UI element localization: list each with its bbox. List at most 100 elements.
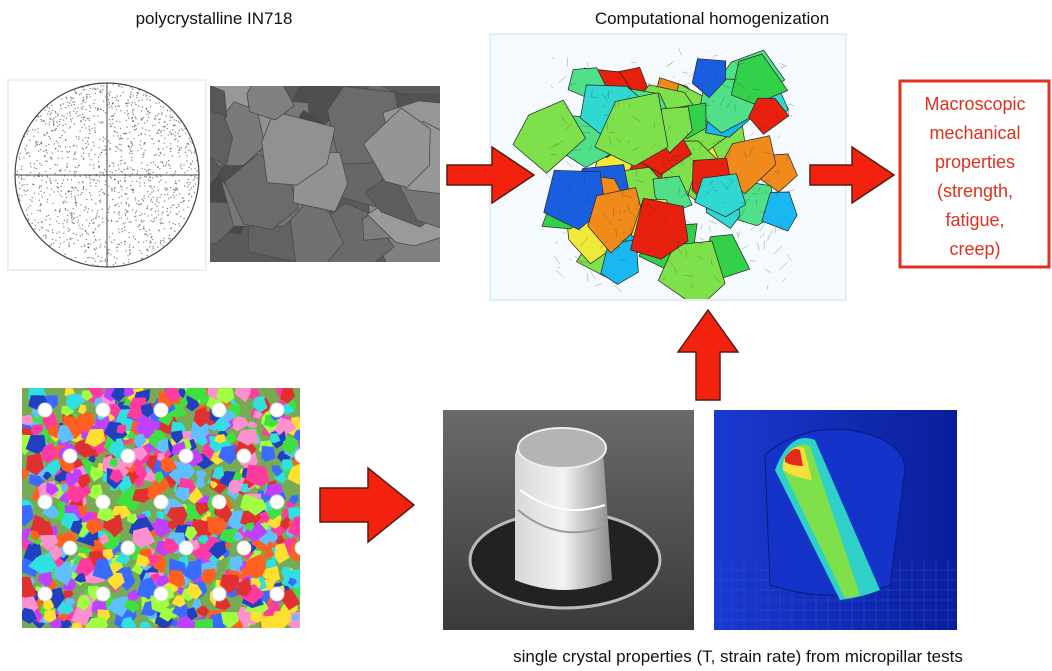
pole-dot <box>161 135 162 136</box>
pole-dot <box>49 121 50 122</box>
pole-dot <box>172 116 173 117</box>
pole-dot <box>158 102 159 103</box>
pole-dot <box>85 261 86 262</box>
pole-dot <box>65 193 66 194</box>
pole-dot <box>141 133 142 134</box>
pole-dot <box>146 114 147 115</box>
pole-dot <box>121 138 122 139</box>
pole-dot <box>159 141 160 142</box>
pole-dot <box>85 231 86 232</box>
pole-dot <box>105 112 106 113</box>
pole-dot <box>73 145 74 146</box>
pole-dot <box>118 183 119 184</box>
pole-dot <box>173 223 174 224</box>
pole-dot <box>141 119 142 120</box>
pole-dot <box>165 165 166 166</box>
pole-dot <box>86 199 87 200</box>
pole-dot <box>141 118 142 119</box>
pole-dot <box>66 98 67 99</box>
pole-dot <box>53 124 54 125</box>
pole-dot <box>170 197 171 198</box>
pole-dot <box>172 205 173 206</box>
pole-dot <box>149 135 150 136</box>
pole-dot <box>83 89 84 90</box>
pole-dot <box>177 133 178 134</box>
pole-dot <box>100 90 101 91</box>
pole-dot <box>100 154 101 155</box>
pole-dot <box>61 186 62 187</box>
pole-dot <box>183 164 184 165</box>
pole-dot <box>55 149 56 150</box>
pole-dot <box>134 102 135 103</box>
pole-dot <box>170 238 171 239</box>
pole-dot <box>188 200 189 201</box>
pole-dot <box>155 164 156 165</box>
result-line: mechanical <box>929 123 1020 143</box>
pole-dot <box>64 169 65 170</box>
pole-dot <box>69 171 70 172</box>
pole-dot <box>142 127 143 128</box>
pole-dot <box>65 140 66 141</box>
pole-dot <box>167 208 168 209</box>
pole-dot <box>145 93 146 94</box>
pole-dot <box>54 129 55 130</box>
indent <box>237 541 251 555</box>
pole-dot <box>105 259 106 260</box>
pole-dot <box>118 206 119 207</box>
pole-dot <box>146 240 147 241</box>
pole-dot <box>130 252 131 253</box>
pole-dot <box>132 111 133 112</box>
pole-dot <box>156 133 157 134</box>
pole-dot <box>123 133 124 134</box>
indent <box>295 541 309 555</box>
pole-dot <box>151 236 152 237</box>
pole-dot <box>66 221 67 222</box>
pole-dot <box>72 102 73 103</box>
pole-dot <box>69 113 70 114</box>
pole-dot <box>36 160 37 161</box>
pole-dot <box>133 95 134 96</box>
pole-dot <box>160 243 161 244</box>
pole-dot <box>77 116 78 117</box>
pole-dot <box>155 204 156 205</box>
pole-dot <box>149 186 150 187</box>
pole-dot <box>83 244 84 245</box>
pole-dot <box>104 193 105 194</box>
pole-dot <box>143 198 144 199</box>
pole-dot <box>62 115 63 116</box>
pole-dot <box>124 169 125 170</box>
pole-dot <box>90 243 91 244</box>
pole-dot <box>162 245 163 246</box>
pole-dot <box>176 120 177 121</box>
pole-dot <box>71 212 72 213</box>
pole-dot <box>51 244 52 245</box>
pole-dot <box>46 229 47 230</box>
pole-dot <box>68 191 69 192</box>
pole-dot <box>184 172 185 173</box>
pole-dot <box>60 119 61 120</box>
pole-dot <box>184 200 185 201</box>
pole-dot <box>125 222 126 223</box>
pole-dot <box>108 99 109 100</box>
pole-dot <box>69 151 70 152</box>
pole-dot <box>86 109 87 110</box>
pole-dot <box>127 198 128 199</box>
pole-dot <box>60 105 61 106</box>
pole-dot <box>49 178 50 179</box>
pole-dot <box>87 118 88 119</box>
pole-dot <box>159 197 160 198</box>
pole-dot <box>51 112 52 113</box>
pole-dot <box>151 214 152 215</box>
pole-dot <box>58 223 59 224</box>
pole-dot <box>165 115 166 116</box>
pole-dot <box>62 151 63 152</box>
pole-dot <box>165 189 166 190</box>
pole-dot <box>32 197 33 198</box>
pole-dot <box>112 172 113 173</box>
pole-dot <box>68 244 69 245</box>
pole-dot <box>85 143 86 144</box>
pole-dot <box>178 206 179 207</box>
indent <box>154 403 168 417</box>
pole-dot <box>90 195 91 196</box>
pole-dot <box>40 191 41 192</box>
